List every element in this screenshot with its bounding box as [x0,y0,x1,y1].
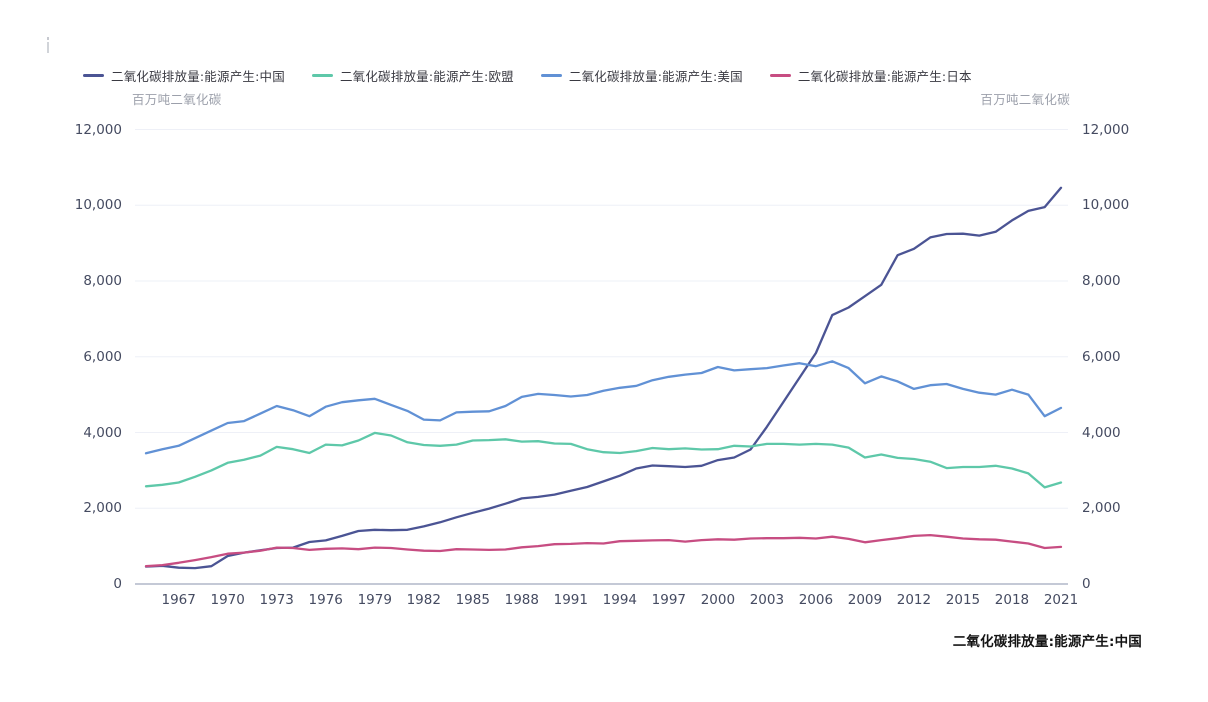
series-line-0[interactable] [144,186,1063,570]
x-tick-label: 2000 [700,592,736,608]
x-tick-label: 2009 [847,592,883,608]
legend-swatch-china-icon [83,74,104,77]
x-tick-label: 1985 [455,592,490,608]
legend-swatch-japan-icon [769,74,791,77]
x-tick-label: 2006 [798,592,834,608]
legend-label-china: 二氧化碳排放量:能源产生:中国 [111,69,285,84]
x-tick-label: 1997 [651,592,687,608]
legend-label-japan: 二氧化碳排放量:能源产生:日本 [797,69,972,84]
x-tick-label: 1973 [259,592,294,608]
y-axis-unit-left: 百万吨二氧化碳 [132,92,222,107]
y-tick-label-left: 6,000 [83,348,122,365]
legend-item-china[interactable]: 二氧化碳排放量:能源产生:中国 [83,66,285,85]
y-tick-label-left: 4,000 [83,424,122,441]
x-tick-label: 1982 [406,592,441,608]
series-line-3[interactable] [144,533,1063,568]
x-tick-label: 2012 [896,592,932,608]
y-tick-label-left: 10,000 [74,197,122,214]
x-tick-label: 2003 [749,592,785,608]
series-line-1[interactable] [144,431,1063,489]
y-tick-label-right: 0 [1082,576,1091,592]
y-tick-label-right: 2,000 [1082,500,1121,517]
chart-legend: 二氧化碳排放量:能源产生:中国 二氧化碳排放量:能源产生:欧盟 二氧化碳排放量:… [83,66,972,85]
x-tick-label: 1970 [210,592,245,608]
y-tick-label-right: 12,000 [1082,121,1130,138]
x-tick-label: 1991 [553,592,588,608]
legend-item-japan[interactable]: 二氧化碳排放量:能源产生:日本 [769,66,972,85]
y-tick-label-right: 4,000 [1082,424,1121,441]
legend-item-us[interactable]: 二氧化碳排放量:能源产生:美国 [540,66,743,85]
legend-item-eu[interactable]: 二氧化碳排放量:能源产生:欧盟 [311,66,514,85]
x-tick-label: 2021 [1043,592,1079,608]
x-tick-label: 2018 [994,592,1030,608]
y-tick-label-right: 6,000 [1082,348,1121,365]
x-tick-label: 1994 [602,592,637,608]
x-tick-label: 2015 [945,592,981,608]
y-tick-label-left: 12,000 [74,121,122,138]
legend-label-us: 二氧化碳排放量:能源产生:美国 [568,69,743,84]
chart-footer-caption: 二氧化碳排放量:能源产生:中国 [952,634,1142,650]
y-axis-unit-right: 百万吨二氧化碳 [980,92,1070,107]
x-tick-label: 1976 [308,592,343,608]
series-line-2[interactable] [144,360,1063,455]
legend-swatch-eu-icon [311,74,333,77]
y-tick-label-left: 0 [113,576,122,592]
legend-swatch-us-icon [540,74,562,77]
y-tick-label-left: 2,000 [83,500,122,517]
x-tick-label: 1979 [357,592,392,608]
x-tick-label: 1988 [504,592,539,608]
y-tick-label-left: 8,000 [83,273,122,289]
legend-label-eu: 二氧化碳排放量:能源产生:欧盟 [339,69,514,84]
y-tick-label-right: 10,000 [1082,197,1130,214]
x-tick-label: 1967 [161,592,196,608]
y-tick-label-right: 8,000 [1082,273,1121,289]
